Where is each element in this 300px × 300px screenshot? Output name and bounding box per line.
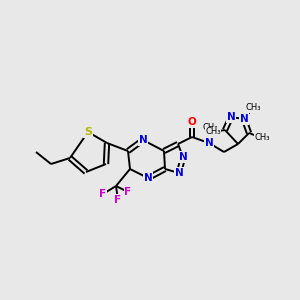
Text: O: O — [188, 117, 196, 127]
Text: CH₃: CH₃ — [205, 128, 221, 136]
Text: F: F — [99, 189, 106, 199]
Text: N: N — [178, 152, 188, 162]
Text: S: S — [84, 127, 92, 137]
Text: F: F — [124, 187, 132, 197]
Text: N: N — [139, 135, 147, 145]
Text: CH₃: CH₃ — [254, 134, 270, 142]
Text: N: N — [175, 168, 183, 178]
Text: F: F — [114, 195, 122, 205]
Text: N: N — [144, 173, 152, 183]
Text: N: N — [240, 114, 248, 124]
Text: N: N — [226, 112, 236, 122]
Text: N: N — [205, 138, 213, 148]
Text: CH₃: CH₃ — [202, 124, 218, 133]
Text: CH₃: CH₃ — [245, 103, 261, 112]
